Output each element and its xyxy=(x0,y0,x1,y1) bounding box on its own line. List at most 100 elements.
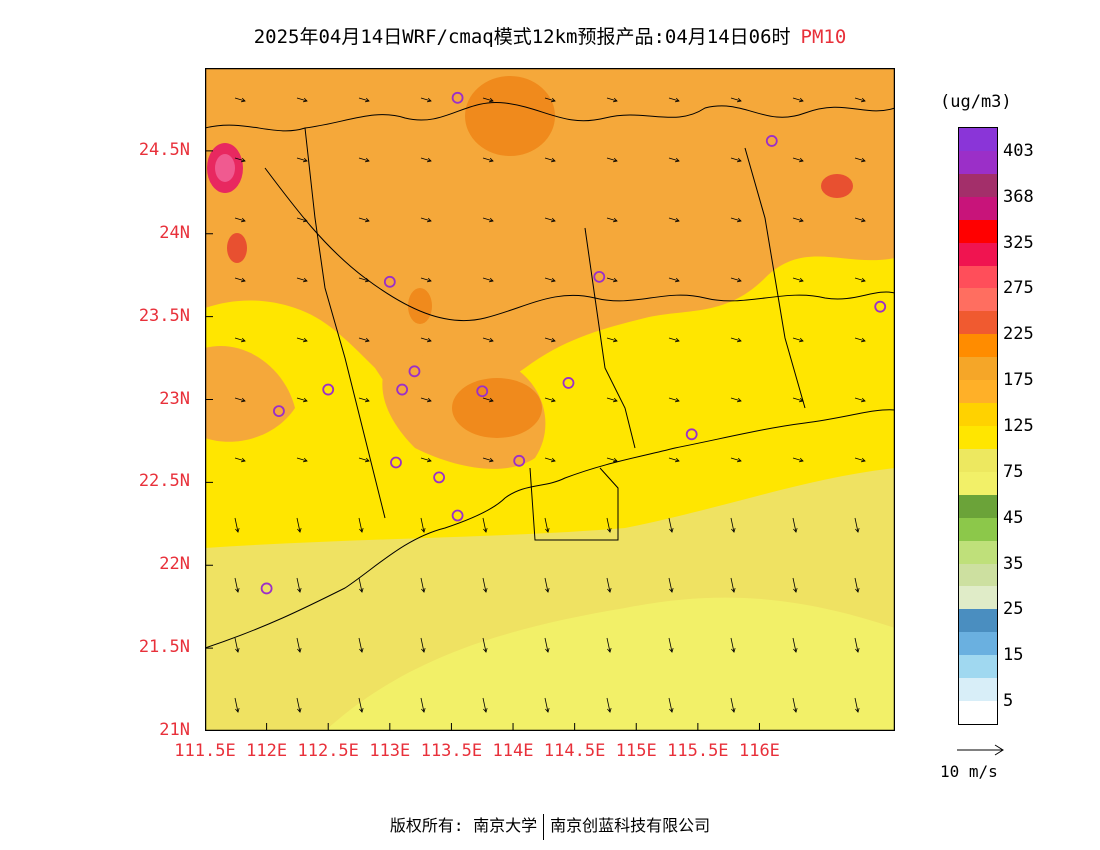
wind-reference-label: 10 m/s xyxy=(940,762,998,781)
scale-label: 325 xyxy=(1003,232,1034,253)
color-swatch xyxy=(959,517,997,542)
color-swatch xyxy=(959,403,997,427)
wind-arrow-icon xyxy=(606,157,618,163)
color-swatch xyxy=(959,655,997,679)
color-swatch xyxy=(959,380,997,404)
wind-arrow-icon xyxy=(792,577,798,593)
wind-arrow-icon xyxy=(606,337,618,343)
wind-arrow-icon xyxy=(482,97,494,103)
wind-arrow-icon xyxy=(854,577,860,593)
wind-arrow-icon xyxy=(730,97,742,103)
color-swatch xyxy=(959,219,997,244)
wind-arrow-icon xyxy=(730,397,742,403)
scale-label: 15 xyxy=(1003,645,1024,666)
copyright-text: 版权所有: 南京大学 xyxy=(389,816,538,835)
wind-arrow-icon xyxy=(358,577,364,593)
boundary-west xyxy=(304,127,386,519)
station-marker xyxy=(451,509,464,522)
station-marker xyxy=(874,300,887,313)
legend-unit: (ug/m3) xyxy=(940,92,1012,112)
lat-label: 24.5N xyxy=(138,139,190,160)
wind-arrow-icon xyxy=(854,157,866,163)
lat-label: 22N xyxy=(159,554,190,575)
title-text: 2025年04月14日WRF/cmaq模式12km预报产品:04月14日06时 xyxy=(253,26,791,48)
lat-label: 23.5N xyxy=(138,305,190,326)
station-marker xyxy=(562,377,575,389)
wind-arrow-icon xyxy=(730,457,742,463)
wind-arrow-icon xyxy=(606,97,618,103)
wind-arrow-icon xyxy=(358,457,370,463)
hotspot-north xyxy=(465,76,555,156)
station-marker xyxy=(408,365,421,378)
wind-arrow-icon xyxy=(668,457,680,463)
wind-arrow-icon xyxy=(358,337,370,343)
wind-arrow-icon xyxy=(854,637,860,653)
scale-label: 75 xyxy=(1003,461,1024,482)
wind-arrow-icon xyxy=(668,157,680,163)
station-marker xyxy=(390,456,402,469)
wind-arrow-icon xyxy=(730,337,742,343)
color-swatch xyxy=(959,701,997,725)
lon-label: 115E xyxy=(615,741,657,761)
wind-arrow-icon xyxy=(854,277,866,283)
hotspot-east xyxy=(821,174,853,198)
color-swatch xyxy=(959,311,997,335)
hotspot-west-2 xyxy=(227,233,247,263)
scale-label: 175 xyxy=(1003,370,1034,391)
wind-arrow-icon xyxy=(668,577,674,593)
wind-arrow-icon xyxy=(606,637,612,653)
lon-label: 116E xyxy=(738,741,780,761)
wind-arrow-icon xyxy=(792,457,804,463)
wind-arrow-icon xyxy=(668,397,680,403)
wind-arrow-icon xyxy=(854,517,860,533)
forecast-map xyxy=(205,68,895,731)
lon-label: 113E xyxy=(369,741,411,761)
scale-label: 5 xyxy=(1003,691,1014,712)
wind-arrow-icon xyxy=(730,157,742,163)
station-marker xyxy=(273,405,285,418)
lon-label: 112E xyxy=(246,741,288,761)
boundary-east-2 xyxy=(744,147,806,409)
wind-arrow-icon xyxy=(606,397,618,403)
station-marker xyxy=(396,383,409,396)
scale-label: 35 xyxy=(1003,553,1024,574)
boundary-north xyxy=(205,101,895,132)
wind-arrow-icon xyxy=(544,577,550,593)
wind-arrow-icon xyxy=(854,97,866,103)
lat-label: 23N xyxy=(159,388,190,409)
color-swatch xyxy=(959,357,997,381)
color-swatch xyxy=(959,609,997,633)
wind-arrow-icon xyxy=(544,517,550,533)
wind-arrow-icon xyxy=(854,697,860,713)
sea-band-low xyxy=(325,597,895,731)
wind-arrow-icon xyxy=(296,217,308,223)
wind-arrow-icon xyxy=(482,337,494,343)
wind-arrow-icon xyxy=(234,217,246,223)
station-marker xyxy=(593,270,606,283)
scale-label: 403 xyxy=(1003,140,1034,161)
color-swatch xyxy=(959,540,997,565)
scale-label: 125 xyxy=(1003,416,1034,436)
wind-arrow-icon xyxy=(420,277,432,283)
wind-arrow-icon xyxy=(544,337,556,343)
lon-label: 111.5E xyxy=(174,741,236,761)
wind-arrow-icon xyxy=(234,337,246,343)
station-marker xyxy=(513,454,526,467)
wind-arrow-icon xyxy=(482,157,494,163)
wind-arrow-icon xyxy=(668,697,674,713)
wind-arrow-icon xyxy=(420,457,432,463)
wind-arrow-icon xyxy=(730,277,742,283)
wind-arrow-icon xyxy=(296,637,302,653)
wind-arrow-icon xyxy=(544,457,556,463)
wind-arrow-icon xyxy=(296,277,308,283)
wind-arrow-icon xyxy=(420,637,426,653)
wind-arrow-icon xyxy=(606,277,618,283)
wind-arrow-icon xyxy=(234,697,240,713)
wind-arrow-icon xyxy=(482,517,488,533)
color-swatch xyxy=(959,196,997,221)
wind-arrow-icon xyxy=(544,97,556,103)
wind-arrow-icon xyxy=(482,277,494,283)
wind-arrow-icon xyxy=(420,577,426,593)
wind-arrow-icon xyxy=(668,637,674,653)
wind-arrow-icon xyxy=(606,577,612,593)
